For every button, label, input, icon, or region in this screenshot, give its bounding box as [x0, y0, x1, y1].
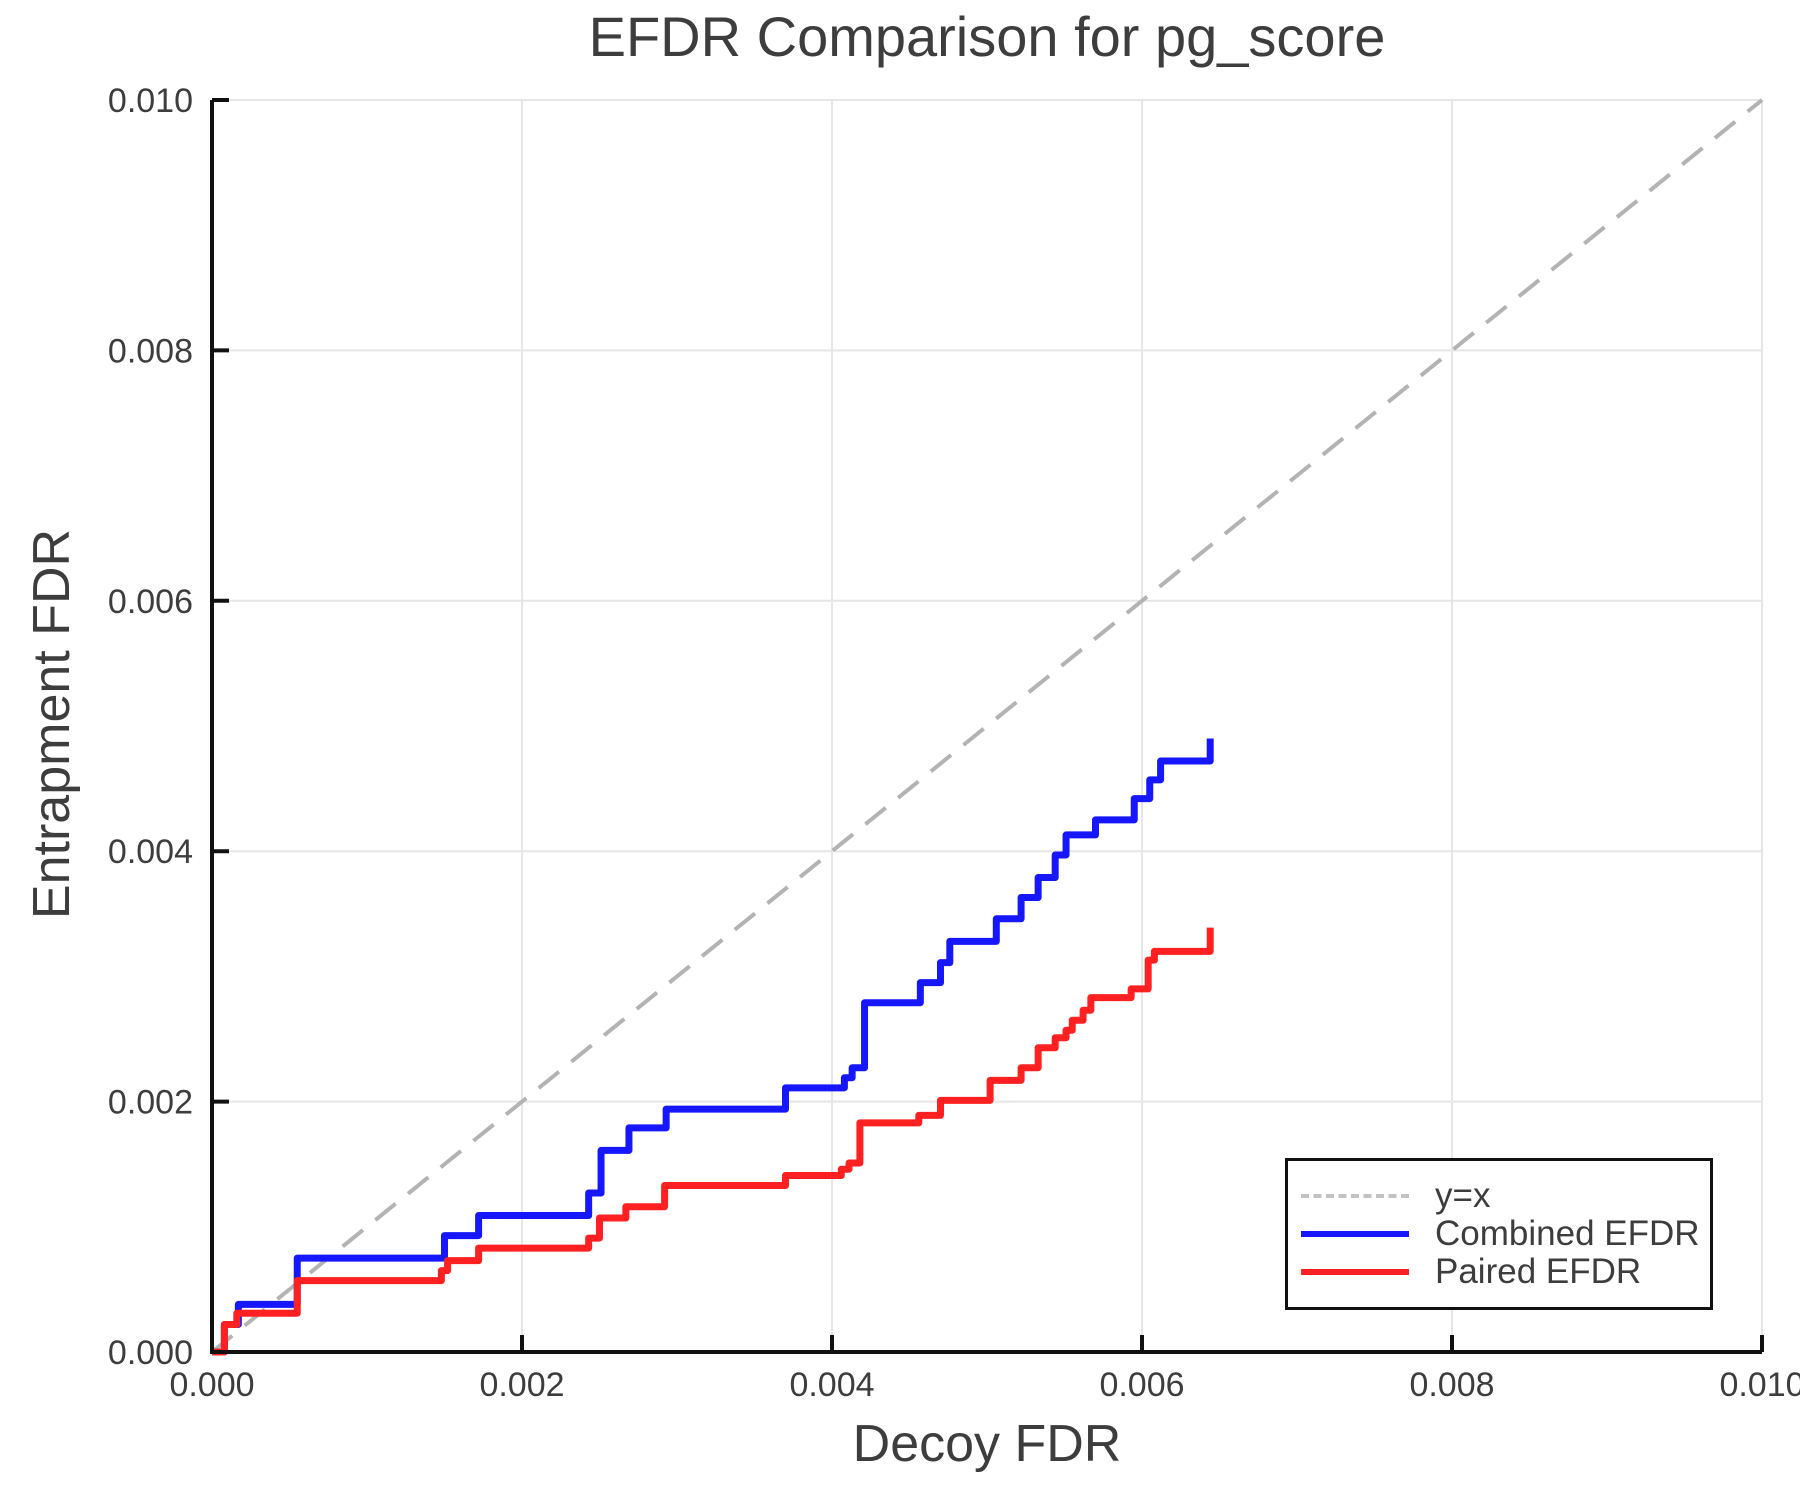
legend-label: y=x — [1435, 1176, 1491, 1215]
series-y-x — [210, 98, 1764, 1354]
y-tick-label: 0.008 — [108, 332, 193, 370]
x-tick-label: 0.010 — [1719, 1366, 1800, 1404]
x-tick-label: 0.000 — [169, 1366, 254, 1404]
series-combined-efdr — [212, 738, 1214, 1356]
page-title: EFDR Comparison for pg_score — [588, 5, 1386, 68]
x-tick-label: 0.004 — [789, 1366, 874, 1404]
data-series — [210, 98, 1764, 1356]
series-paired-efdr — [212, 927, 1214, 1356]
y-tick-label: 0.002 — [108, 1084, 193, 1122]
legend-item-paired-efdr: Paired EFDR — [1301, 1253, 1710, 1291]
y-tick-label: 0.006 — [108, 583, 193, 621]
y-tick-label: 0.010 — [108, 82, 193, 120]
x-tick-label: 0.006 — [1099, 1366, 1184, 1404]
x-axis-label: Decoy FDR — [852, 1415, 1122, 1473]
legend-label: Combined EFDR — [1435, 1214, 1700, 1253]
x-tick-label: 0.002 — [479, 1366, 564, 1404]
legend-item-combined-efdr: Combined EFDR — [1301, 1215, 1710, 1253]
y-tick-label: 0.004 — [108, 833, 193, 871]
red-line-sample-icon — [1301, 1269, 1409, 1275]
dashed-line-sample-icon — [1301, 1194, 1409, 1198]
gridlines — [212, 99, 1763, 1352]
legend-label: Paired EFDR — [1435, 1252, 1642, 1291]
legend: y=x Combined EFDR Paired EFDR — [1285, 1158, 1713, 1310]
legend-item-yx: y=x — [1301, 1177, 1710, 1215]
blue-line-sample-icon — [1301, 1231, 1409, 1237]
y-tick-label: 0.000 — [108, 1334, 193, 1372]
x-tick-label: 0.008 — [1409, 1366, 1494, 1404]
y-axis-label: Entrapment FDR — [23, 528, 81, 920]
axes-spines-and-ticks — [210, 98, 1764, 1354]
